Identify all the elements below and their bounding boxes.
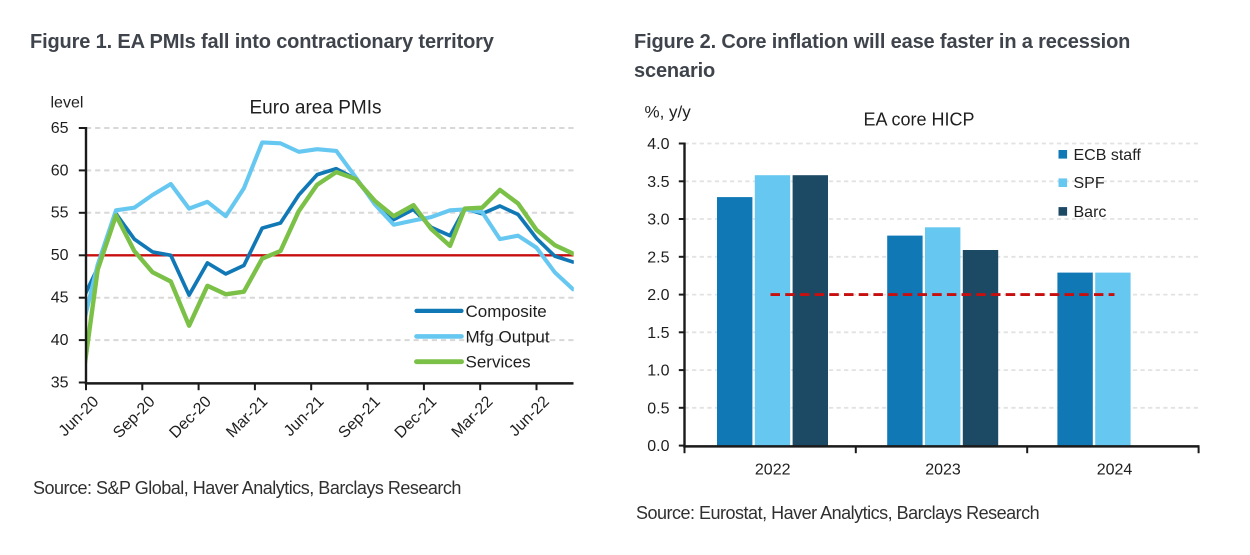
svg-text:3.5: 3.5 <box>647 174 669 191</box>
svg-text:EA core HICP: EA core HICP <box>863 110 974 130</box>
svg-text:%, y/y: %, y/y <box>645 103 692 122</box>
svg-text:Barc: Barc <box>1074 204 1107 221</box>
svg-text:45: 45 <box>51 290 69 307</box>
svg-text:3.0: 3.0 <box>647 212 669 229</box>
svg-text:2024: 2024 <box>1097 462 1133 479</box>
svg-text:2.0: 2.0 <box>647 287 669 304</box>
svg-text:2023: 2023 <box>925 462 961 479</box>
svg-text:1.5: 1.5 <box>647 325 669 342</box>
svg-text:level: level <box>51 95 84 112</box>
svg-text:2022: 2022 <box>755 462 791 479</box>
svg-text:40: 40 <box>51 332 69 349</box>
svg-text:ECB staff: ECB staff <box>1074 147 1142 164</box>
svg-text:Mfg Output: Mfg Output <box>466 327 550 346</box>
svg-text:0.0: 0.0 <box>647 438 669 455</box>
svg-text:1.0: 1.0 <box>647 363 669 380</box>
svg-text:Euro area PMIs: Euro area PMIs <box>250 98 382 119</box>
svg-text:35: 35 <box>51 374 69 391</box>
svg-text:SPF: SPF <box>1074 175 1105 192</box>
svg-text:Composite: Composite <box>466 302 547 321</box>
svg-text:2.5: 2.5 <box>647 249 669 266</box>
svg-text:50: 50 <box>51 247 69 264</box>
svg-text:4.0: 4.0 <box>647 136 669 153</box>
svg-text:Services: Services <box>466 353 531 372</box>
svg-text:0.5: 0.5 <box>647 400 669 417</box>
svg-text:65: 65 <box>51 120 69 137</box>
svg-text:55: 55 <box>51 205 69 222</box>
svg-text:60: 60 <box>51 162 69 179</box>
